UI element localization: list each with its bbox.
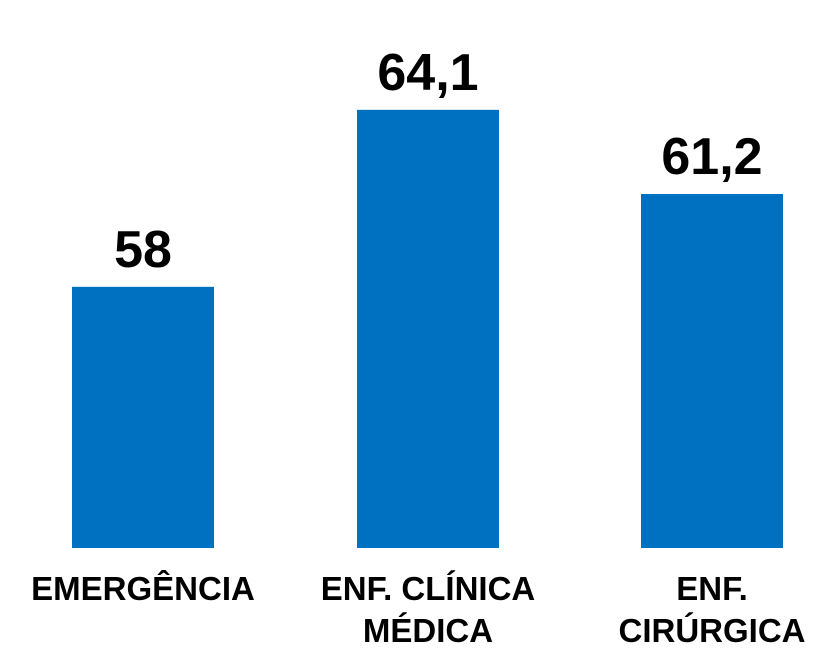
category-label-line: ENF. CLÍNICA xyxy=(321,570,536,607)
category-label-line: EMERGÊNCIA xyxy=(31,570,255,607)
category-label-line: ENF. xyxy=(676,570,748,607)
bar-3 xyxy=(641,194,783,548)
category-label-line: CIRÚRGICA xyxy=(619,612,806,649)
category-label-1: EMERGÊNCIA xyxy=(31,570,255,607)
data-label-2: 64,1 xyxy=(377,44,478,102)
category-label-3: ENF. CIRÚRGICA xyxy=(619,570,806,649)
category-label-2: ENF. CLÍNICA MÉDICA xyxy=(321,570,536,649)
category-label-line: MÉDICA xyxy=(363,612,493,649)
data-label-3: 61,2 xyxy=(661,128,762,186)
bar-1 xyxy=(72,287,214,548)
data-label-1: 58 xyxy=(114,221,172,279)
bar-2 xyxy=(357,110,499,548)
